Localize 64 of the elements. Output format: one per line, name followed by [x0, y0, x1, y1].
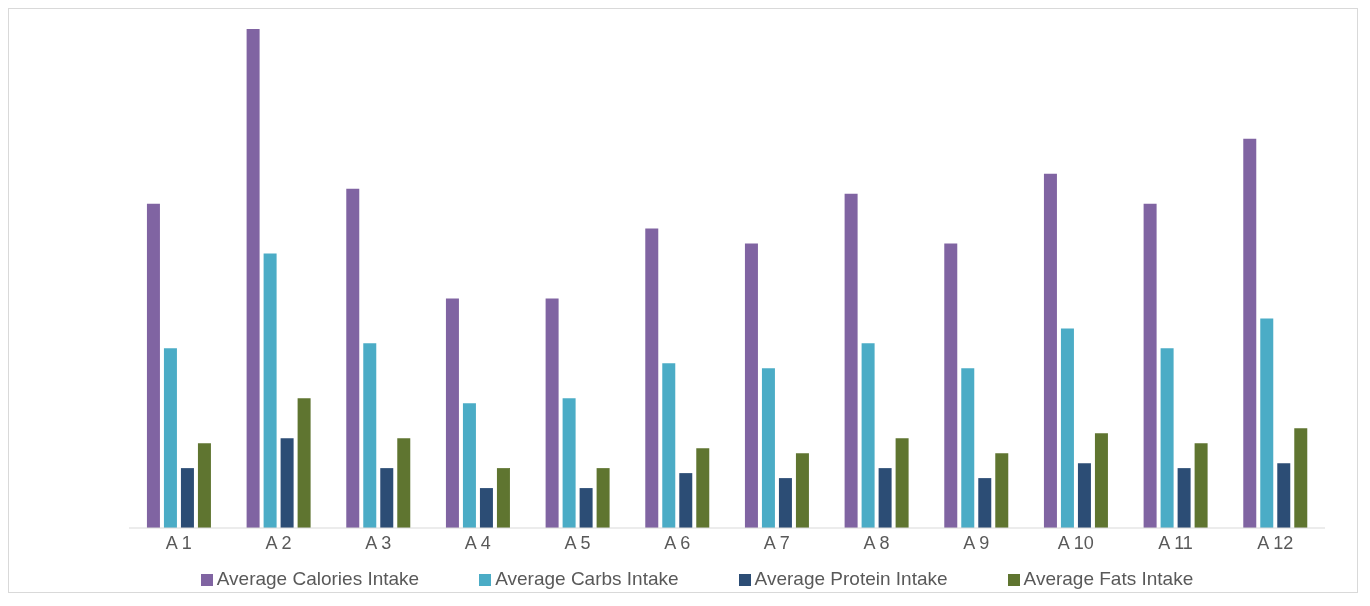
bar	[895, 438, 909, 528]
bar	[844, 193, 858, 528]
bar	[1160, 348, 1174, 528]
bar	[679, 473, 693, 528]
x-tick-label: A 7	[763, 532, 790, 553]
bar	[445, 298, 459, 528]
bar	[761, 368, 775, 528]
bar	[995, 453, 1009, 528]
bar	[1077, 463, 1091, 528]
bar	[462, 403, 476, 528]
bar	[346, 188, 360, 528]
bar	[397, 438, 411, 528]
bar	[1194, 443, 1208, 528]
bar	[263, 253, 277, 528]
legend-label: Average Calories Intake	[216, 568, 420, 589]
bar	[297, 398, 311, 528]
bar	[878, 468, 892, 528]
bar	[180, 468, 194, 528]
bar	[496, 468, 510, 528]
x-tick-label: A 1	[165, 532, 192, 553]
x-tick-label: A 10	[1057, 532, 1094, 553]
bar	[1243, 138, 1257, 528]
bar	[1277, 463, 1291, 528]
bar	[961, 368, 975, 528]
bar	[197, 443, 211, 528]
bar	[978, 478, 992, 528]
bar	[280, 438, 294, 528]
bar	[579, 488, 593, 528]
bar	[596, 468, 610, 528]
bar	[778, 478, 792, 528]
x-tick-label: A 12	[1257, 532, 1294, 553]
legend-label: Average Fats Intake	[1023, 568, 1194, 589]
x-tick-label: A 6	[664, 532, 691, 553]
bar	[479, 488, 493, 528]
bar	[146, 203, 160, 528]
bar	[1260, 318, 1274, 528]
bar	[744, 243, 758, 528]
x-tick-label: A 5	[564, 532, 591, 553]
bar	[1143, 203, 1157, 528]
bar	[645, 228, 659, 528]
x-tick-label: A 2	[265, 532, 292, 553]
bar	[861, 343, 875, 528]
bar	[944, 243, 958, 528]
x-tick-label: A 4	[464, 532, 491, 553]
bar	[562, 398, 576, 528]
bar	[1043, 173, 1057, 528]
bar	[696, 448, 710, 528]
bar	[246, 29, 260, 528]
bar	[545, 298, 559, 528]
x-tick-label: A 3	[365, 532, 392, 553]
bar	[1094, 433, 1108, 528]
bar	[163, 348, 177, 528]
legend-label: Average Carbs Intake	[495, 568, 679, 589]
bar	[1177, 468, 1191, 528]
bar	[1060, 328, 1074, 528]
legend-label: Average Protein Intake	[754, 568, 948, 589]
x-tick-label: A 8	[863, 532, 890, 553]
bar	[380, 468, 394, 528]
bar	[795, 453, 809, 528]
bar	[363, 343, 377, 528]
x-tick-label: A 9	[963, 532, 990, 553]
bar	[1294, 428, 1308, 528]
bar	[662, 363, 676, 528]
x-tick-label: A 11	[1158, 532, 1193, 553]
